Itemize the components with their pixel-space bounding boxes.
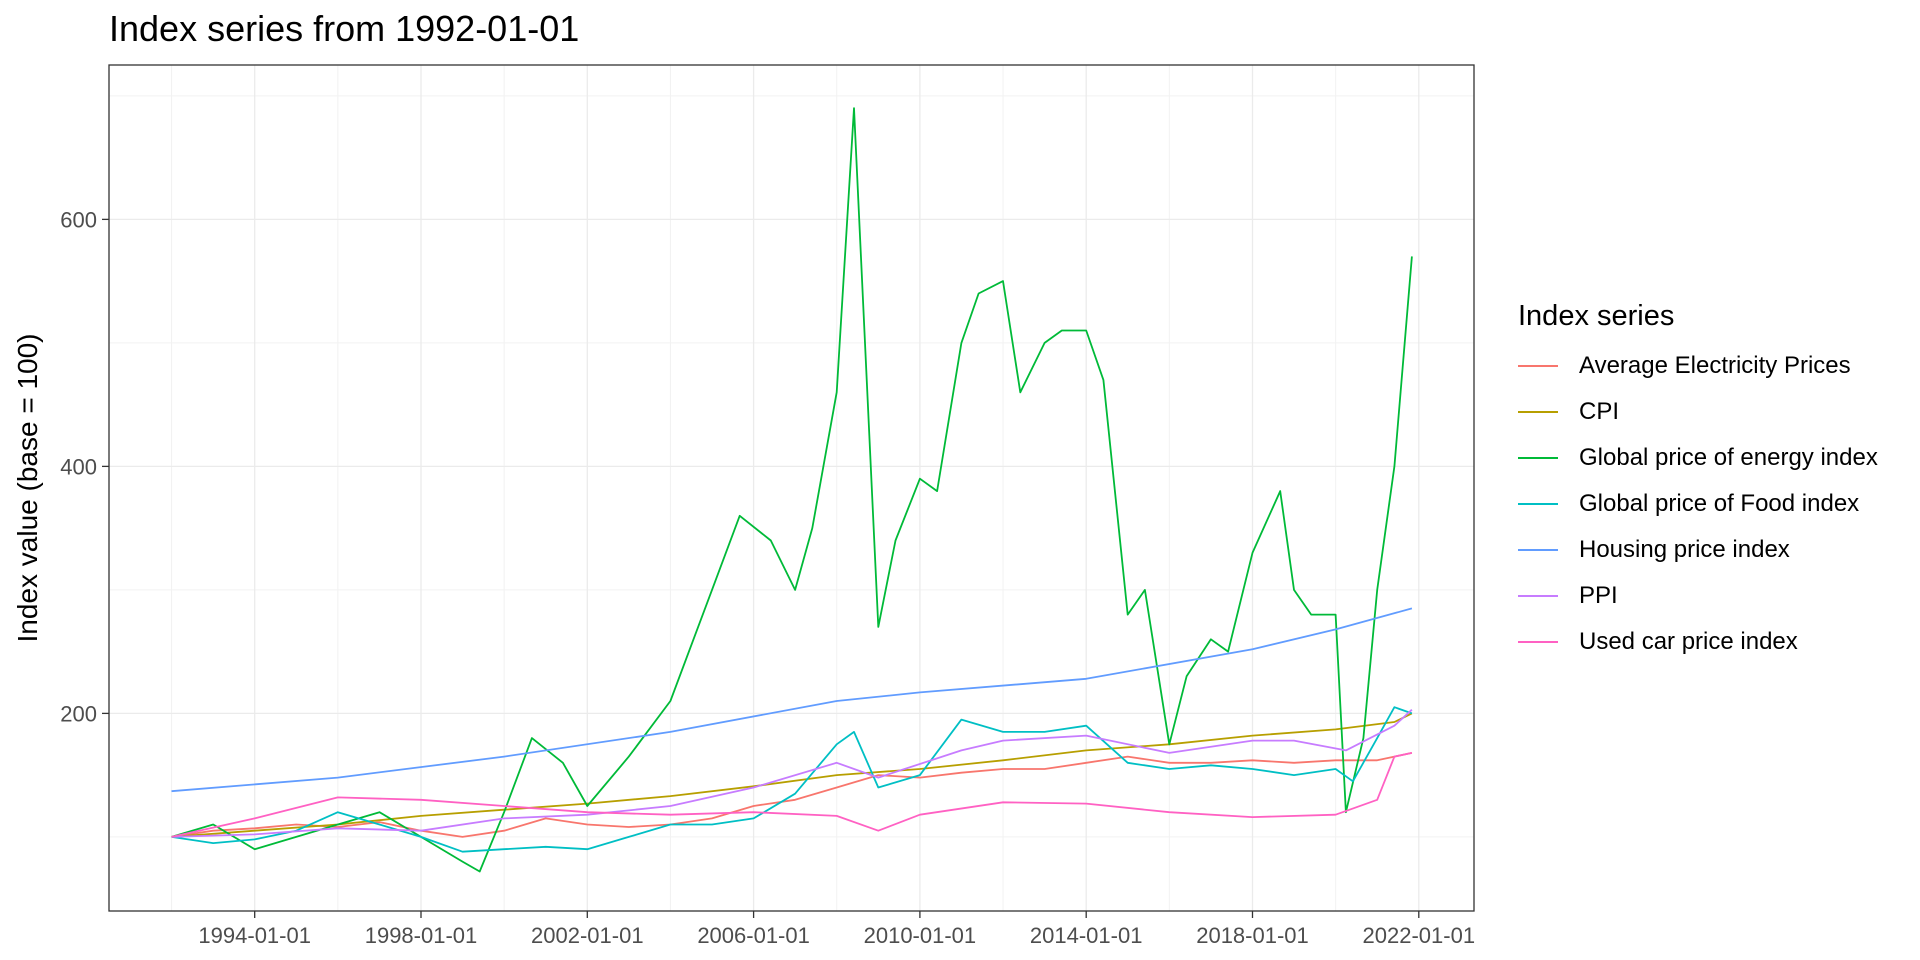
x-tick-label: 1998-01-01 [365, 923, 478, 948]
plot-panel-border [108, 64, 1475, 912]
x-tick-label: 2002-01-01 [531, 923, 644, 948]
plot-panel-background [109, 65, 1474, 911]
y-axis-title: Index value (base = 100) [12, 334, 43, 643]
legend-label: Global price of Food index [1579, 490, 1860, 517]
legend-item: Global price of Food index [1518, 481, 1878, 527]
y-axis: 200 400 600 [60, 207, 109, 726]
legend-label: PPI [1579, 582, 1618, 609]
series-lines [171, 107, 1413, 873]
legend-title: Index series [1518, 300, 1675, 332]
series-line-6 [171, 709, 1413, 838]
series-line-5 [171, 607, 1413, 793]
legend-label: Average Electricity Prices [1579, 352, 1851, 379]
x-axis: 1994-01-01 1998-01-01 2002-01-01 2006-01-01… [198, 911, 1475, 948]
legend-item: PPI [1518, 573, 1878, 619]
y-tick-label: 600 [60, 207, 97, 232]
x-tick-label: 2022-01-01 [1363, 923, 1476, 948]
legend-label: CPI [1579, 398, 1620, 425]
y-tick-label: 400 [60, 454, 97, 479]
legend-item: Global price of energy index [1518, 435, 1878, 481]
x-tick-label: 2014-01-01 [1030, 923, 1143, 948]
legend-items: Average Electricity Prices CPI Global pric… [1518, 343, 1878, 665]
legend-key [1518, 411, 1558, 413]
series-line-2 [171, 712, 1413, 838]
legend-item: Used car price index [1518, 619, 1878, 665]
legend-key [1518, 457, 1558, 459]
legend-item: Housing price index [1518, 527, 1878, 573]
series-line-7 [171, 752, 1413, 838]
x-tick-label: 1994-01-01 [198, 923, 311, 948]
legend-key [1518, 595, 1558, 597]
x-tick-label: 2006-01-01 [697, 923, 810, 948]
series-line-1 [171, 752, 1413, 838]
legend: Index series Average Electricity Prices C… [1518, 300, 1878, 665]
legend-label: Global price of energy index [1579, 444, 1878, 471]
legend-item: Average Electricity Prices [1518, 343, 1878, 389]
legend-key [1518, 503, 1558, 505]
legend-label: Used car price index [1579, 628, 1798, 655]
legend-key [1518, 549, 1558, 551]
legend-label: Housing price index [1579, 536, 1790, 563]
chart-title: Index series from 1992-01-01 [109, 8, 580, 49]
legend-key [1518, 365, 1558, 367]
y-tick-label: 200 [60, 701, 97, 726]
x-tick-label: 2018-01-01 [1196, 923, 1309, 948]
x-tick-label: 2010-01-01 [864, 923, 977, 948]
series-line-3 [171, 107, 1413, 873]
legend-item: CPI [1518, 389, 1878, 435]
legend-key [1518, 641, 1558, 643]
